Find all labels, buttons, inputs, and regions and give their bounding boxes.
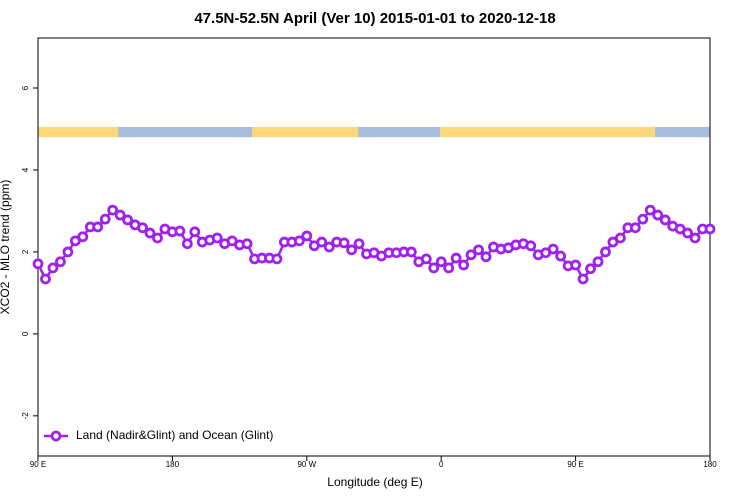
data-point [473, 244, 484, 256]
legend-label: Land (Nadir&Glint) and Ocean (Glint) [76, 428, 273, 442]
data-point [458, 259, 470, 271]
data-point [99, 213, 111, 225]
data-point [189, 226, 201, 238]
data-point [40, 273, 51, 285]
data-point [570, 259, 581, 271]
plot-frame [37, 37, 711, 457]
data-point [704, 223, 716, 235]
data-point [525, 240, 537, 252]
data-point [47, 262, 59, 274]
data-point [107, 204, 119, 216]
land-ocean-segment [440, 126, 656, 138]
data-point [241, 238, 253, 250]
x-tick-label: 90 W [297, 460, 316, 469]
data-point [637, 213, 649, 225]
data-point [435, 256, 447, 268]
x-tick-label: 0 [439, 460, 444, 469]
x-tick-label: 180 [703, 460, 717, 469]
data-point [301, 230, 313, 242]
data-point [293, 235, 305, 247]
data-point [152, 232, 163, 244]
data-point [137, 222, 148, 234]
data-point [122, 214, 133, 226]
data-point [271, 253, 283, 265]
data-point [353, 238, 365, 250]
x-tick-label: 180 [166, 460, 180, 469]
data-point [652, 209, 664, 221]
data-point [615, 232, 626, 244]
data-point [644, 204, 656, 216]
x-tick-label: 90 E [30, 460, 46, 469]
y-axis-label: XCO2 - MLO trend (ppm) [0, 180, 12, 315]
data-point [682, 227, 693, 239]
y-tick-label: 4 [21, 167, 30, 172]
data-point [316, 236, 328, 248]
data-point [32, 258, 44, 270]
data-point [92, 221, 104, 233]
data-point [689, 232, 701, 244]
data-point [443, 262, 455, 274]
data-point [659, 214, 671, 226]
land-ocean-segment [358, 126, 441, 138]
data-point [211, 232, 223, 244]
data-point [555, 250, 567, 262]
y-tick-label: 2 [21, 249, 30, 254]
data-point [181, 238, 193, 250]
data-point [547, 243, 559, 255]
data-point [600, 246, 611, 258]
data-point [480, 251, 492, 263]
data-point [465, 249, 477, 261]
land-ocean-segment [251, 126, 359, 138]
data-point [346, 244, 358, 256]
chart-title: 47.5N-52.5N April (Ver 10) 2015-01-01 to… [194, 10, 555, 27]
data-point [405, 246, 417, 258]
data-point [323, 241, 335, 253]
land-ocean-segment [38, 126, 119, 138]
data-point [450, 252, 462, 264]
legend-marker [50, 430, 62, 442]
x-tick-label: 90 E [567, 460, 583, 469]
data-point [55, 256, 66, 268]
land-ocean-segment [655, 126, 710, 138]
x-axis-label: Longitude (deg E) [327, 475, 422, 489]
data-point [114, 209, 126, 221]
data-point [592, 256, 604, 268]
data-point [629, 222, 641, 234]
data-point [420, 253, 432, 265]
data-point [338, 237, 350, 249]
data-point [77, 231, 89, 243]
data-point [577, 273, 589, 285]
y-tick-label: -2 [21, 412, 30, 420]
land-ocean-segment [118, 126, 252, 138]
data-point [174, 225, 186, 237]
data-point [428, 262, 440, 274]
data-point [585, 263, 596, 275]
data-point [62, 246, 74, 258]
y-tick-label: 6 [21, 85, 30, 90]
data-point [144, 227, 156, 239]
y-tick-label: 0 [21, 331, 30, 336]
